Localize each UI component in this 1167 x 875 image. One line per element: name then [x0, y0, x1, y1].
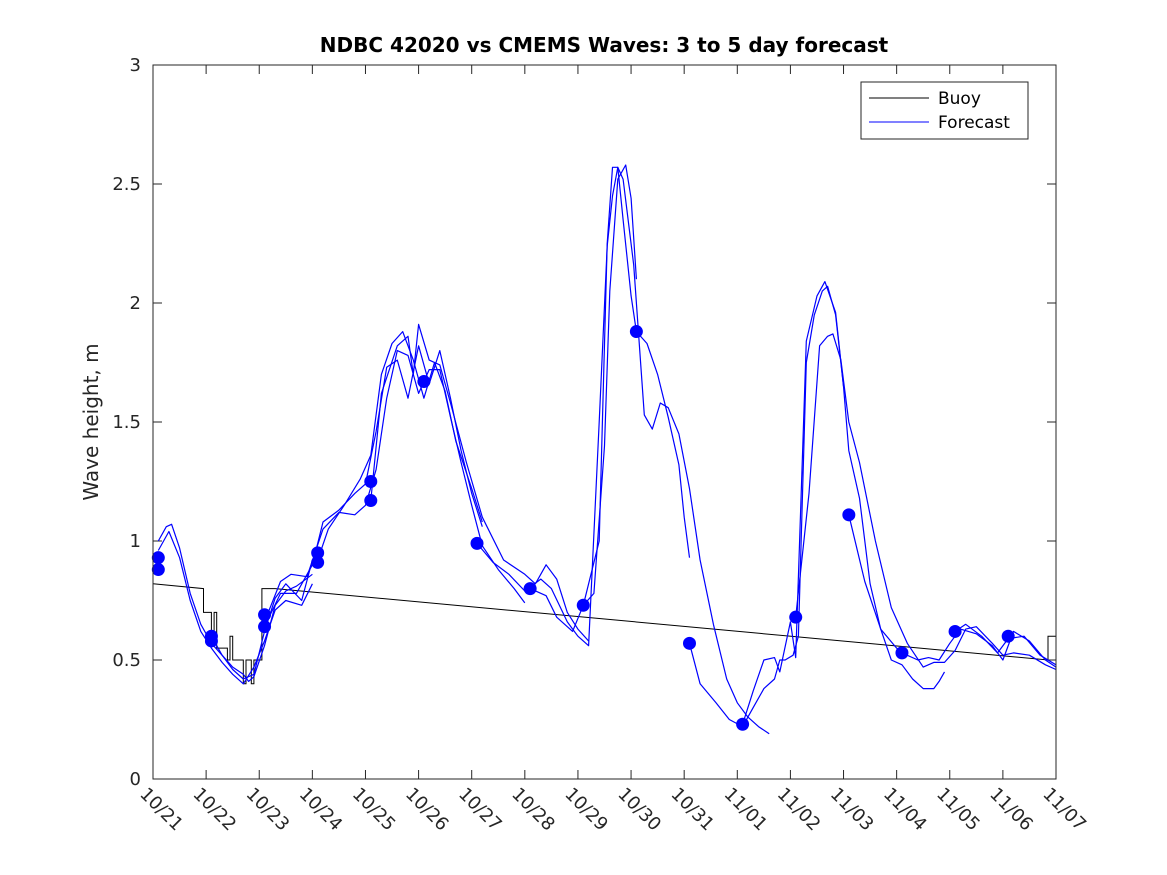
forecast-marker-12	[523, 582, 537, 596]
y-tick-label-6: 3	[130, 55, 141, 76]
forecast-line-7	[476, 166, 770, 735]
axes-box	[152, 64, 1057, 780]
series-layer	[151, 164, 1056, 735]
y-tick-label-3: 1.5	[112, 412, 141, 433]
forecast-line-5	[317, 331, 483, 561]
forecast-marker-14	[629, 325, 643, 339]
forecast-line-11	[742, 281, 845, 725]
chart-title: NDBC 42020 vs CMEMS Waves: 3 to 5 day fo…	[320, 33, 889, 57]
forecast-marker-21	[1001, 629, 1015, 643]
forecast-marker-15	[682, 636, 696, 650]
forecast-marker-3	[204, 634, 218, 648]
y-tick-label-1: 0.5	[112, 650, 141, 671]
forecast-marker-4	[258, 608, 272, 622]
plot-area	[153, 65, 1056, 779]
forecast-line-14	[954, 623, 1056, 666]
legend: Buoy Forecast	[860, 81, 1029, 140]
forecast-marker-6	[311, 546, 325, 560]
forecast-marker-16	[736, 717, 750, 731]
forecast-marker-10	[417, 375, 431, 389]
forecast-marker-5	[258, 620, 272, 634]
forecast-marker-1	[151, 563, 165, 577]
y-axis-label: Wave height, m	[79, 343, 103, 500]
y-tick-label-2: 1	[130, 531, 141, 552]
forecast-marker-18	[842, 508, 856, 522]
legend-forecast-label: Forecast	[938, 113, 1010, 133]
y-tick-label-4: 2	[130, 293, 141, 314]
forecast-marker-7	[311, 555, 325, 569]
legend-buoy-label: Buoy	[938, 89, 981, 109]
forecast-line-13	[848, 514, 1056, 668]
forecast-marker-9	[364, 494, 378, 508]
forecast-line-12	[795, 333, 1056, 671]
y-axis-tick-labels: 0 0.5 1 1.5 2 2.5 3	[112, 55, 141, 790]
forecast-marker-11	[470, 536, 484, 550]
forecast-line-2	[210, 559, 313, 680]
forecast-marker-20	[948, 624, 962, 638]
forecast-line-9	[582, 166, 691, 606]
legend-box	[860, 81, 1029, 140]
forecast-marker-13	[576, 598, 590, 612]
forecast-line-0	[157, 523, 313, 683]
forecast-marker-19	[895, 646, 909, 660]
forecast-line-10	[688, 285, 946, 728]
forecast-marker-0	[151, 551, 165, 565]
axis-ticks	[152, 64, 1057, 780]
y-tick-label-5: 2.5	[112, 174, 141, 195]
forecast-marker-17	[789, 610, 803, 624]
y-tick-label-0: 0	[130, 769, 141, 790]
forecast-line-6	[370, 323, 590, 642]
forecast-marker-8	[364, 475, 378, 488]
forecast-line-1	[157, 530, 313, 685]
